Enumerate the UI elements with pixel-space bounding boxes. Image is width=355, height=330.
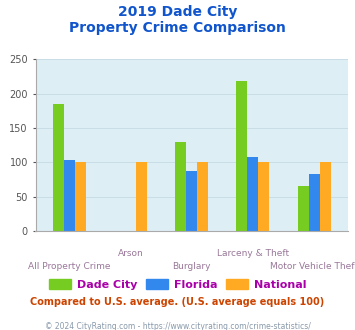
Bar (75, 162, 86, 231)
Text: Compared to U.S. average. (U.S. average equals 100): Compared to U.S. average. (U.S. average … (31, 297, 324, 307)
Bar (53, 104, 64, 231)
Bar (136, 162, 147, 231)
Text: © 2024 CityRating.com - https://www.cityrating.com/crime-statistics/: © 2024 CityRating.com - https://www.city… (45, 322, 310, 330)
Legend: Dade City, Florida, National: Dade City, Florida, National (44, 275, 311, 294)
Text: Motor Vehicle Theft: Motor Vehicle Theft (270, 262, 355, 271)
Text: Arson: Arson (118, 249, 143, 258)
Bar (309, 174, 320, 231)
Text: Burglary: Burglary (173, 262, 211, 271)
Bar (175, 142, 186, 231)
Text: Property Crime Comparison: Property Crime Comparison (69, 21, 286, 35)
Bar (298, 186, 309, 231)
Bar (186, 171, 197, 231)
Bar (236, 82, 247, 231)
Bar (247, 157, 258, 231)
Bar (258, 162, 269, 231)
Bar (320, 162, 331, 231)
Text: Larceny & Theft: Larceny & Theft (217, 249, 289, 258)
Text: 2019 Dade City: 2019 Dade City (118, 5, 237, 19)
Text: All Property Crime: All Property Crime (28, 262, 110, 271)
Bar (64, 160, 75, 231)
Bar (197, 162, 208, 231)
